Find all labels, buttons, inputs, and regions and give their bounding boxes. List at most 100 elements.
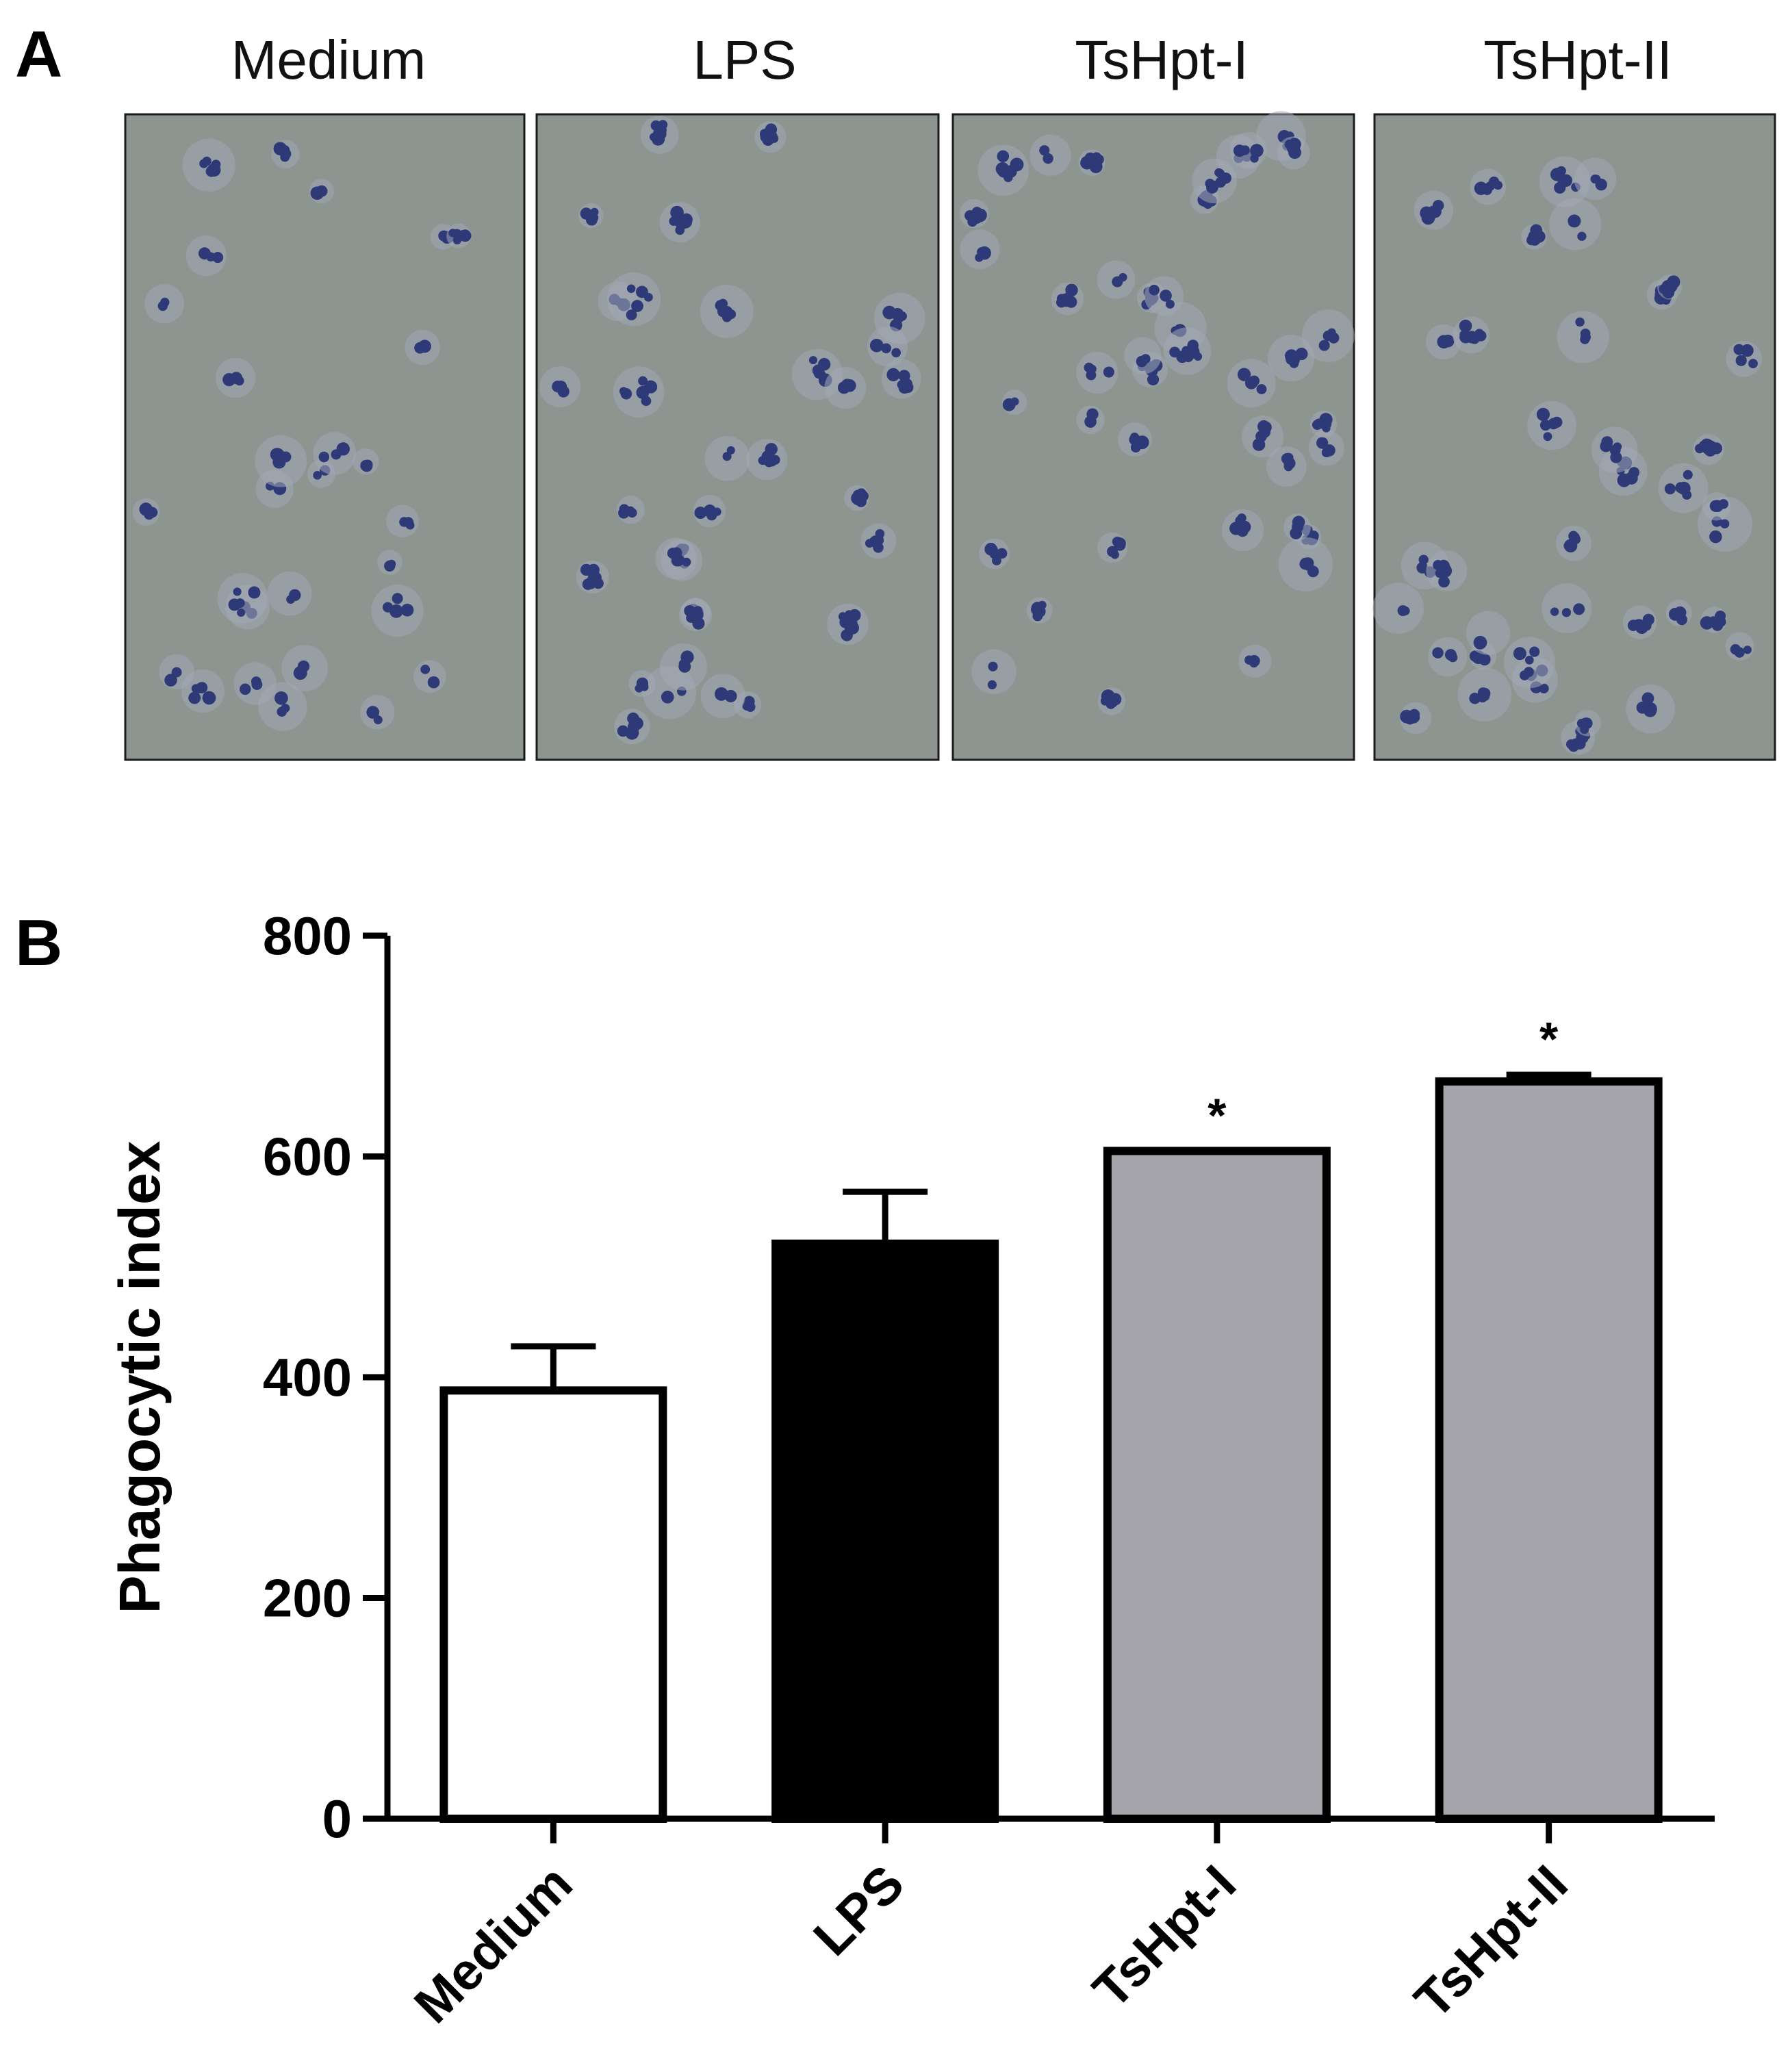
cell <box>1622 605 1657 639</box>
cell <box>1556 525 1591 561</box>
cell <box>1267 335 1315 382</box>
cell <box>1266 446 1307 487</box>
cell <box>360 695 395 730</box>
y-tick-label: 800 <box>263 906 352 966</box>
cell <box>309 179 334 204</box>
cell <box>578 203 604 229</box>
cell <box>1076 351 1118 394</box>
cell <box>1457 667 1512 721</box>
cell <box>1725 632 1754 661</box>
micrograph-image <box>124 113 526 761</box>
cell <box>1428 637 1468 677</box>
cell <box>1426 324 1461 360</box>
cell <box>215 357 256 398</box>
x-tick-label: Medium <box>403 1854 583 2034</box>
cell <box>1542 583 1592 634</box>
cell <box>1076 405 1105 435</box>
cell <box>606 272 661 327</box>
cell <box>640 116 679 154</box>
cell <box>679 598 713 632</box>
cell <box>1118 422 1152 457</box>
cell <box>186 235 227 277</box>
cell <box>267 571 312 616</box>
cell <box>1221 509 1264 552</box>
cell <box>1470 168 1506 205</box>
cell <box>405 329 440 366</box>
cell <box>881 359 921 399</box>
cell <box>827 603 869 645</box>
y-tick-label: 600 <box>263 1127 352 1187</box>
cell <box>1503 637 1555 689</box>
cell <box>1229 131 1267 169</box>
cell <box>860 523 897 559</box>
cell <box>1700 606 1728 633</box>
micrograph-title-tshpt-ii: TsHpt-II <box>1483 29 1672 90</box>
cell <box>1238 644 1272 678</box>
cell <box>693 494 726 528</box>
cell <box>1227 359 1276 408</box>
cell <box>1557 311 1609 363</box>
panel-b-label: B <box>15 906 62 980</box>
cell <box>1549 198 1602 251</box>
cell <box>1283 513 1312 541</box>
cell <box>1466 611 1511 655</box>
cell <box>132 498 160 526</box>
cell <box>1124 337 1162 374</box>
cell <box>377 550 402 575</box>
cell <box>977 144 1030 196</box>
cell <box>616 496 645 524</box>
cell <box>1574 709 1602 737</box>
cell <box>255 435 307 487</box>
cell <box>1144 276 1184 316</box>
cell <box>1277 136 1310 170</box>
cell <box>614 708 650 745</box>
bar-tshpt-ii <box>1435 1077 1663 1823</box>
panel-a-label: A <box>15 18 62 91</box>
y-tick-label: 0 <box>322 1789 352 1849</box>
cell <box>844 485 870 511</box>
significance-marker: * <box>1207 1088 1227 1142</box>
cell <box>1453 316 1490 354</box>
cell <box>1372 583 1424 634</box>
cell <box>1163 327 1212 375</box>
micrograph-image <box>535 113 940 761</box>
significance-marker: * <box>1539 1012 1559 1066</box>
cell <box>1309 410 1338 438</box>
cell <box>1078 149 1105 176</box>
cell <box>1399 702 1432 734</box>
cell <box>1097 532 1127 563</box>
cell <box>655 537 697 580</box>
cell <box>1278 537 1333 592</box>
cell <box>746 439 788 481</box>
micrograph-title-lps: LPS <box>693 29 796 90</box>
bar-tshpt-i <box>1103 1147 1331 1823</box>
cell <box>1414 190 1454 230</box>
x-tick-label: TsHpt-I <box>1082 1854 1247 2019</box>
cell <box>960 199 989 229</box>
micrograph-image <box>1372 113 1776 761</box>
cell <box>704 436 750 481</box>
cell <box>1693 434 1724 465</box>
micrograph-title-medium: Medium <box>231 29 426 90</box>
y-tick-label: 200 <box>263 1568 352 1628</box>
cell <box>258 682 307 731</box>
cell <box>979 538 1010 570</box>
cell <box>159 654 194 689</box>
cell <box>371 585 424 637</box>
x-tick-label: LPS <box>803 1854 916 1967</box>
cell <box>1591 426 1638 473</box>
bar-lps <box>771 1239 999 1823</box>
cell <box>1192 158 1237 204</box>
micrograph-image <box>951 111 1355 761</box>
cell <box>754 121 787 153</box>
cell <box>1030 134 1071 176</box>
cell <box>960 229 1000 269</box>
cell <box>700 674 745 719</box>
cell <box>1658 463 1709 513</box>
cell <box>628 670 656 698</box>
cell <box>313 432 357 475</box>
cell <box>1657 274 1683 300</box>
cell <box>1051 282 1084 316</box>
cell <box>659 202 700 243</box>
